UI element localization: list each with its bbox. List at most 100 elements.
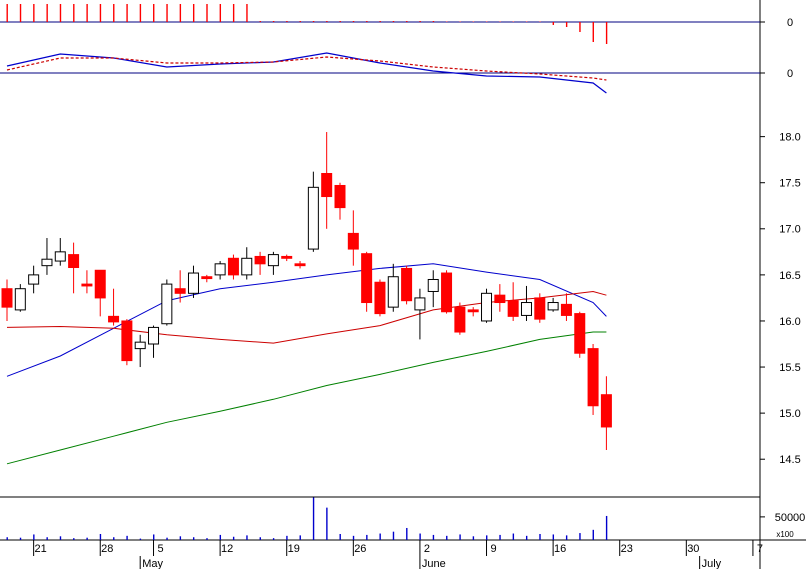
bar xyxy=(392,21,395,22)
candle-body xyxy=(560,303,572,316)
candle-body xyxy=(321,172,333,198)
candle-body xyxy=(54,251,66,262)
x-tick-label: 21 xyxy=(35,543,47,555)
y-tick-label: 0 xyxy=(787,68,793,80)
bar xyxy=(366,534,368,540)
candle-body xyxy=(201,276,213,280)
bar xyxy=(379,21,381,22)
bar xyxy=(552,534,555,540)
x-tick-label: 2 xyxy=(424,543,430,555)
y-tick-label: 50000 xyxy=(775,512,806,524)
candle-body xyxy=(600,394,612,428)
bar xyxy=(139,538,142,540)
bar xyxy=(19,537,22,540)
bar xyxy=(179,4,182,22)
x-tick-label: 19 xyxy=(288,543,300,555)
bar xyxy=(486,535,488,540)
candle-body xyxy=(547,302,559,311)
bar xyxy=(259,21,261,22)
candle-body xyxy=(294,263,306,267)
bar xyxy=(339,533,341,540)
bar xyxy=(153,534,155,540)
candle-body xyxy=(227,257,239,276)
candle-body xyxy=(81,283,93,287)
bar xyxy=(352,21,355,22)
bar xyxy=(579,533,581,540)
candle-body xyxy=(161,283,173,325)
candle-body xyxy=(28,274,40,285)
candle-body xyxy=(441,272,453,313)
y-tick-label: 16.5 xyxy=(779,270,800,282)
bar xyxy=(19,4,22,22)
bar xyxy=(33,4,35,22)
candle-body xyxy=(361,253,373,304)
x-tick-label: 7 xyxy=(757,543,763,555)
bar xyxy=(472,536,475,540)
bar xyxy=(73,4,75,22)
bar xyxy=(592,529,594,540)
bar xyxy=(605,515,608,540)
bar xyxy=(326,507,328,540)
bar xyxy=(512,21,515,22)
bar xyxy=(126,4,128,22)
y-tick-label: 16.0 xyxy=(779,316,800,328)
candle-body xyxy=(148,326,160,345)
bar xyxy=(86,537,88,540)
y-tick-label: 14.5 xyxy=(779,454,800,466)
bar xyxy=(166,537,168,540)
bar xyxy=(552,22,555,25)
bar xyxy=(406,21,408,22)
candle-body xyxy=(520,302,532,316)
candle-body xyxy=(387,276,399,308)
bar xyxy=(272,21,275,22)
bar xyxy=(259,537,261,540)
candle-body xyxy=(334,184,346,209)
candle-body xyxy=(121,320,133,362)
x-tick-label: 16 xyxy=(554,543,566,555)
candle-body xyxy=(481,292,493,322)
bar xyxy=(525,21,528,22)
bar xyxy=(6,4,8,22)
candle-body xyxy=(494,294,506,304)
candle-body xyxy=(174,288,186,294)
x-tick-label: 26 xyxy=(354,543,366,555)
candle-body xyxy=(401,267,413,302)
candle-body xyxy=(134,341,146,350)
bar xyxy=(286,535,288,540)
bar xyxy=(113,4,115,22)
bar xyxy=(605,22,608,44)
candle-body xyxy=(534,297,546,320)
bar xyxy=(419,21,421,22)
bar xyxy=(406,527,408,540)
candle-body xyxy=(467,309,479,313)
candle-body xyxy=(587,348,599,407)
y-tick-label: 15.5 xyxy=(779,362,800,374)
bar xyxy=(432,534,435,540)
bar xyxy=(232,536,235,540)
bar xyxy=(339,21,341,22)
y-tick-label: 17.0 xyxy=(779,224,800,236)
x-tick-label: 28 xyxy=(101,543,113,555)
bar xyxy=(459,534,461,540)
candle-body xyxy=(68,254,80,269)
bar xyxy=(139,4,142,22)
bar xyxy=(312,497,315,540)
y-tick-label: 17.5 xyxy=(779,178,800,190)
bar xyxy=(286,21,288,22)
x-tick-label: 30 xyxy=(687,543,699,555)
bar xyxy=(219,4,222,22)
bar xyxy=(352,535,355,540)
bar xyxy=(206,538,208,540)
bar xyxy=(206,4,208,22)
bar xyxy=(179,536,182,540)
bar xyxy=(246,4,248,22)
candle-body xyxy=(108,315,120,323)
bar xyxy=(539,21,541,22)
candle-body xyxy=(214,263,226,276)
bar xyxy=(153,4,155,22)
bar xyxy=(592,22,594,42)
bar xyxy=(312,21,315,22)
month-label: May xyxy=(142,558,163,569)
bar xyxy=(299,535,301,540)
bar xyxy=(579,22,581,32)
